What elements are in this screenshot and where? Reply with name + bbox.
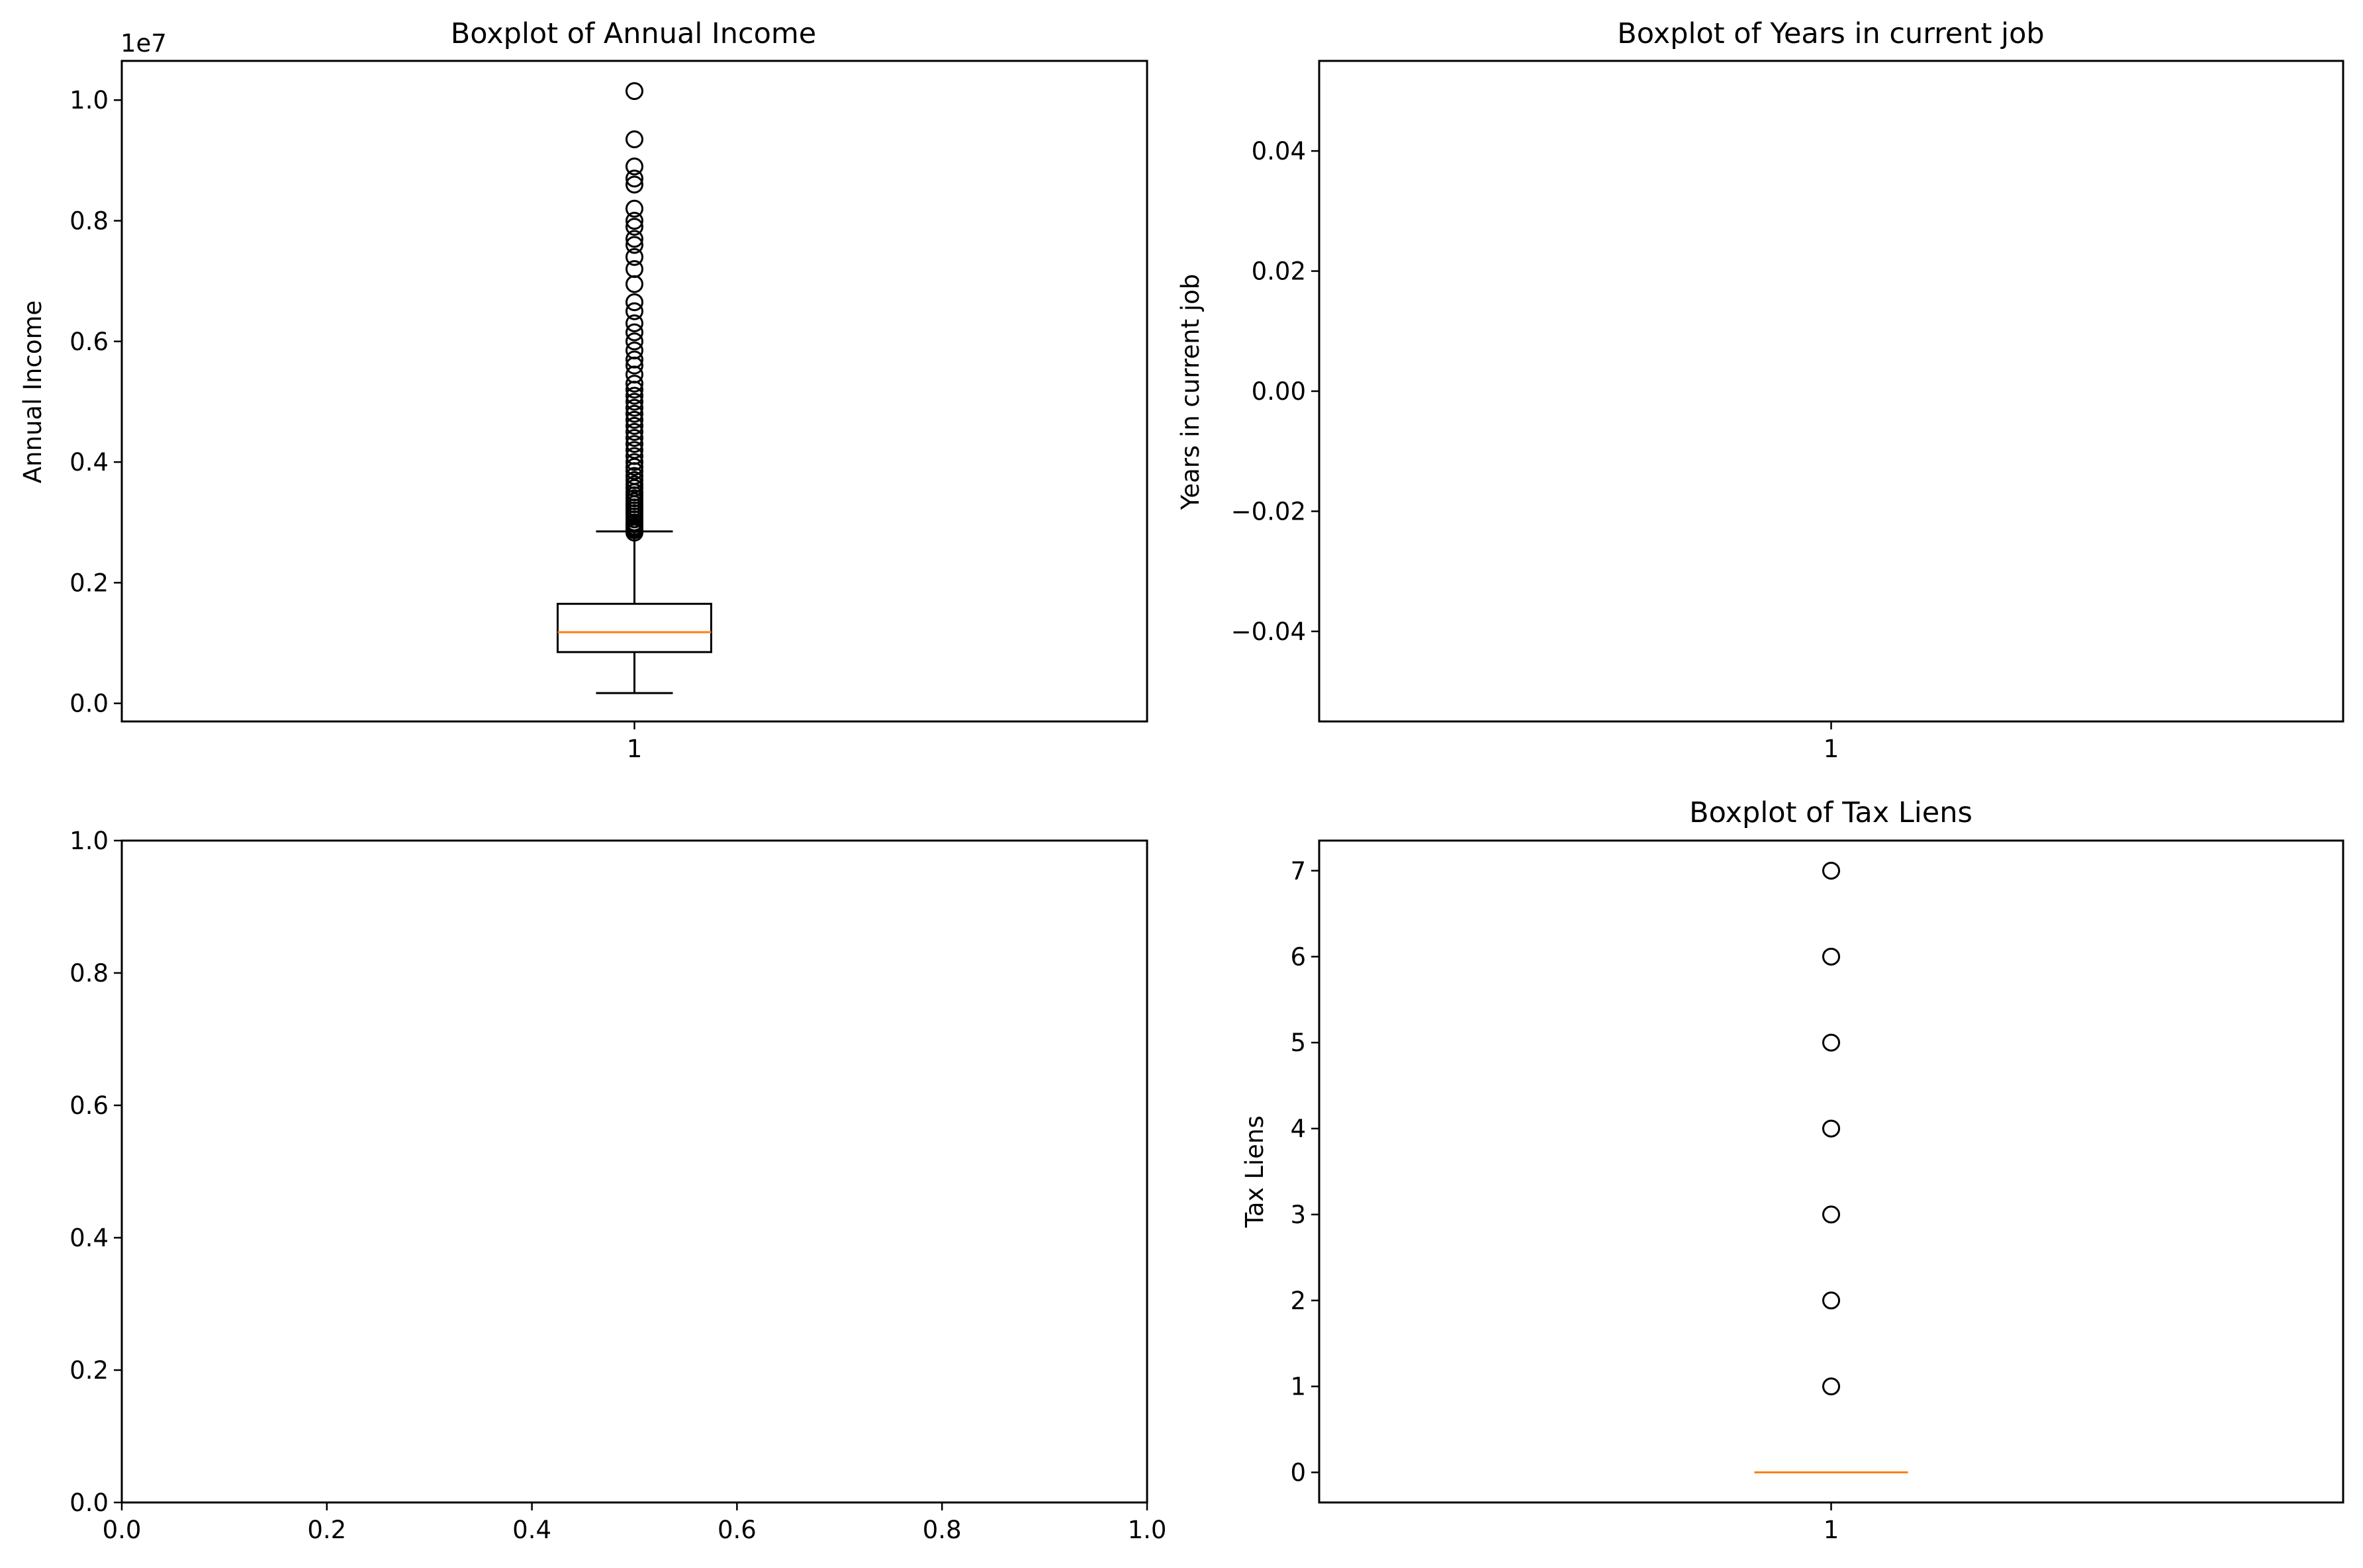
- annual-income-outlier-point: [626, 199, 643, 218]
- annual-income-ytick-label: 0.6: [70, 328, 109, 356]
- annual-income-ytick-label: 0.0: [70, 690, 109, 718]
- empty-axes-ytick-label: 0.8: [70, 959, 109, 988]
- annual-income-outlier-point: [626, 457, 643, 476]
- tax-liens-panel: Boxplot of Tax Liens Tax Liens 0 1 2 3 4 5 6 7 1: [1240, 796, 2344, 1544]
- annual-income-title: Boxplot of Annual Income: [451, 17, 817, 50]
- years-in-current-job-xtick-label: 1: [1824, 735, 1839, 763]
- annual-income-outlier-point: [626, 423, 643, 441]
- empty-axes-panel: 0.0 0.2 0.4 0.6 0.8 1.0 0.0 0.2 0.4 0.6 0.8 1.0: [70, 827, 1166, 1544]
- annual-income-outlier-point: [626, 157, 643, 175]
- tax-liens-ytick-label: 4: [1290, 1115, 1306, 1143]
- annual-income-ytick-label: 1.0: [70, 86, 109, 115]
- empty-axes-xtick-label: 0.4: [512, 1516, 551, 1544]
- empty-axes-xtick-label: 0.0: [103, 1516, 142, 1544]
- annual-income-outlier-point: [626, 410, 643, 429]
- annual-income-outlier-point: [626, 323, 643, 342]
- annual-income-outlier-point: [626, 236, 643, 254]
- empty-axes-xtick-label: 0.2: [307, 1516, 346, 1544]
- tax-liens-ytick-label: 0: [1290, 1459, 1306, 1487]
- annual-income-outlier-point: [626, 175, 643, 194]
- tax-liens-ytick-label: 2: [1290, 1287, 1306, 1315]
- empty-axes-ytick-label: 0.4: [70, 1224, 109, 1252]
- annual-income-outlier-point: [626, 387, 643, 405]
- annual-income-outlier-point: [626, 416, 643, 435]
- annual-income-outlier-point: [626, 248, 643, 266]
- annual-income-outlier-point: [626, 259, 643, 278]
- annual-income-offset-label: 1e7: [120, 29, 167, 58]
- tax-liens-outlier-point: [1822, 861, 1840, 880]
- empty-axes-xtick-label: 0.8: [923, 1516, 962, 1544]
- annual-income-outlier-point: [626, 82, 643, 101]
- tax-liens-outlier-point: [1822, 1205, 1840, 1224]
- tax-liens-outlier-point: [1822, 1291, 1840, 1310]
- annual-income-outlier-point: [626, 398, 643, 417]
- tax-liens-xtick-label: 1: [1824, 1516, 1839, 1544]
- years-in-current-job-ytick-label: 0.04: [1252, 137, 1306, 165]
- annual-income-outlier-point: [626, 130, 643, 148]
- tax-liens-outlier-point: [1822, 1119, 1840, 1138]
- annual-income-ylabel: Annual Income: [19, 300, 47, 484]
- annual-income-box: [557, 602, 712, 653]
- annual-income-outlier-point: [626, 212, 643, 230]
- annual-income-outlier-point: [626, 341, 643, 359]
- empty-axes-ytick-label: 0.0: [70, 1489, 109, 1517]
- annual-income-outlier-point: [626, 392, 643, 411]
- years-in-current-job-ylabel: Years in current job: [1176, 274, 1205, 511]
- annual-income-ytick-label: 0.4: [70, 448, 109, 477]
- tax-liens-outlier-point: [1822, 947, 1840, 966]
- tax-liens-ytick-label: 3: [1290, 1201, 1306, 1229]
- tax-liens-ytick-label: 1: [1290, 1373, 1306, 1401]
- annual-income-outlier-point: [626, 429, 643, 447]
- annual-income-outlier-point: [626, 230, 643, 248]
- annual-income-outlier-point: [626, 467, 643, 485]
- annual-income-outlier-point: [626, 169, 643, 188]
- annual-income-outlier-point: [626, 314, 643, 332]
- annual-income-outlier-point: [626, 441, 643, 459]
- annual-income-outlier-point: [626, 218, 643, 236]
- empty-axes-ytick-label: 0.2: [70, 1356, 109, 1385]
- tax-liens-ytick-label: 7: [1290, 856, 1306, 885]
- tax-liens-title: Boxplot of Tax Liens: [1689, 796, 1972, 829]
- tax-liens-ytick-label: 6: [1290, 943, 1306, 971]
- empty-axes-ytick-label: 1.0: [70, 827, 109, 855]
- annual-income-outlier-point: [626, 350, 643, 369]
- empty-axes-ytick-label: 0.6: [70, 1091, 109, 1120]
- annual-income-outlier-point: [626, 475, 643, 494]
- tax-liens-outlier-point: [1822, 1377, 1840, 1396]
- tax-liens-outlier-point: [1822, 1033, 1840, 1052]
- empty-axes-xtick-label: 1.0: [1128, 1516, 1167, 1544]
- annual-income-ytick-label: 0.8: [70, 207, 109, 236]
- empty-axes-xtick-label: 0.6: [718, 1516, 757, 1544]
- annual-income-outlier-point: [626, 375, 643, 393]
- years-in-current-job-ytick-label: 0.02: [1252, 257, 1306, 286]
- annual-income-outlier-point: [626, 471, 643, 489]
- years-in-current-job-panel: Boxplot of Years in current job Years in…: [1176, 17, 2344, 763]
- empty-axes-axes-frame: [120, 839, 1148, 1504]
- annual-income-xtick-label: 1: [627, 735, 643, 763]
- years-in-current-job-ytick-label: −0.02: [1231, 497, 1306, 526]
- years-in-current-job-title: Boxplot of Years in current job: [1617, 17, 2044, 50]
- annual-income-outlier-point: [626, 332, 643, 351]
- annual-income-outlier-point: [626, 447, 643, 465]
- annual-income-panel: Boxplot of Annual Income 1e7 Annual Inco…: [19, 17, 1148, 763]
- years-in-current-job-ytick-label: −0.04: [1231, 618, 1306, 646]
- annual-income-outlier-point: [626, 404, 643, 423]
- tax-liens-ytick-label: 5: [1290, 1029, 1306, 1057]
- years-in-current-job-ytick-label: 0.00: [1252, 377, 1306, 406]
- annual-income-outlier-point: [626, 453, 643, 471]
- tax-liens-ylabel: Tax Liens: [1240, 1115, 1269, 1228]
- annual-income-outlier-point: [626, 435, 643, 453]
- annual-income-outlier-point: [626, 302, 643, 320]
- annual-income-outlier-point: [626, 293, 643, 312]
- annual-income-ytick-label: 0.2: [70, 569, 109, 597]
